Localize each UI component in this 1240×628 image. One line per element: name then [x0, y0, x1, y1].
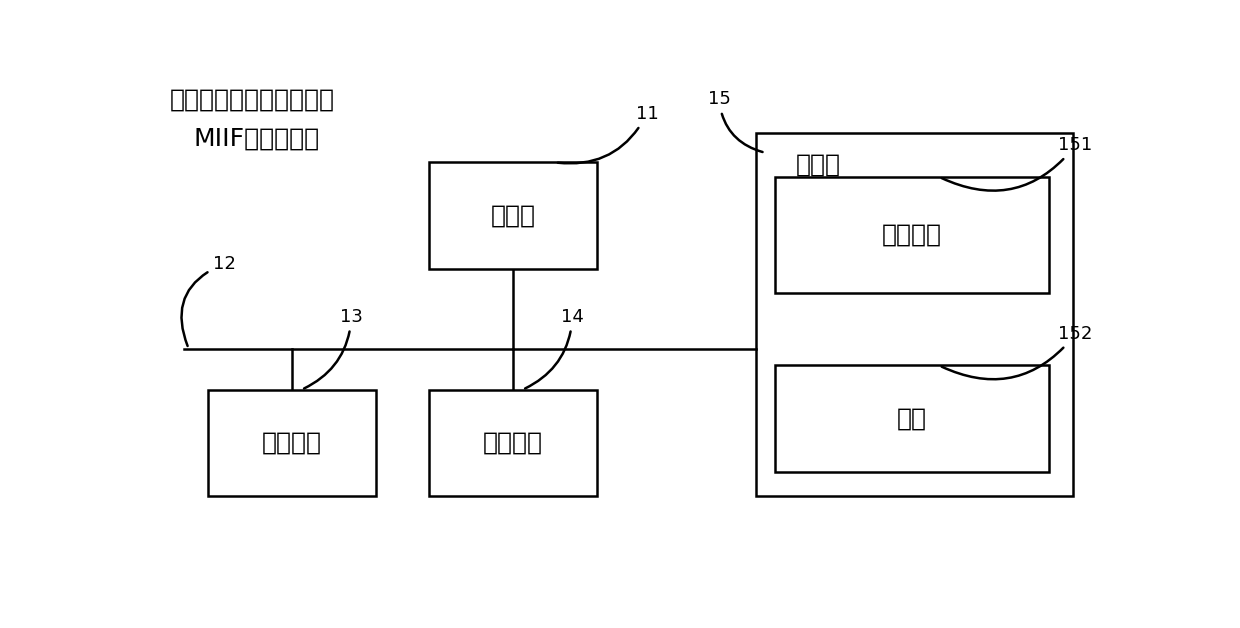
Text: 12: 12	[181, 255, 236, 346]
Text: 152: 152	[941, 325, 1092, 379]
Text: 存储器: 存储器	[796, 153, 841, 176]
Text: 直流定功率定电压控制下: 直流定功率定电压控制下	[170, 87, 335, 111]
Text: 程序: 程序	[897, 407, 926, 431]
Text: 15: 15	[708, 90, 763, 152]
Text: 网络接口: 网络接口	[482, 431, 543, 455]
Text: 操作系统: 操作系统	[882, 223, 942, 247]
Text: 151: 151	[941, 136, 1092, 191]
Text: MIIF的分析设备: MIIF的分析设备	[193, 126, 320, 150]
Bar	[775, 177, 1049, 293]
Text: 用户接口: 用户接口	[262, 431, 322, 455]
Bar	[429, 389, 596, 496]
Text: 13: 13	[304, 308, 363, 389]
Bar	[755, 133, 1073, 496]
Bar	[775, 365, 1049, 472]
Text: 14: 14	[525, 308, 584, 389]
Bar	[429, 163, 596, 269]
Text: 处理器: 处理器	[491, 203, 536, 227]
Text: 11: 11	[558, 105, 658, 163]
Bar	[208, 389, 376, 496]
